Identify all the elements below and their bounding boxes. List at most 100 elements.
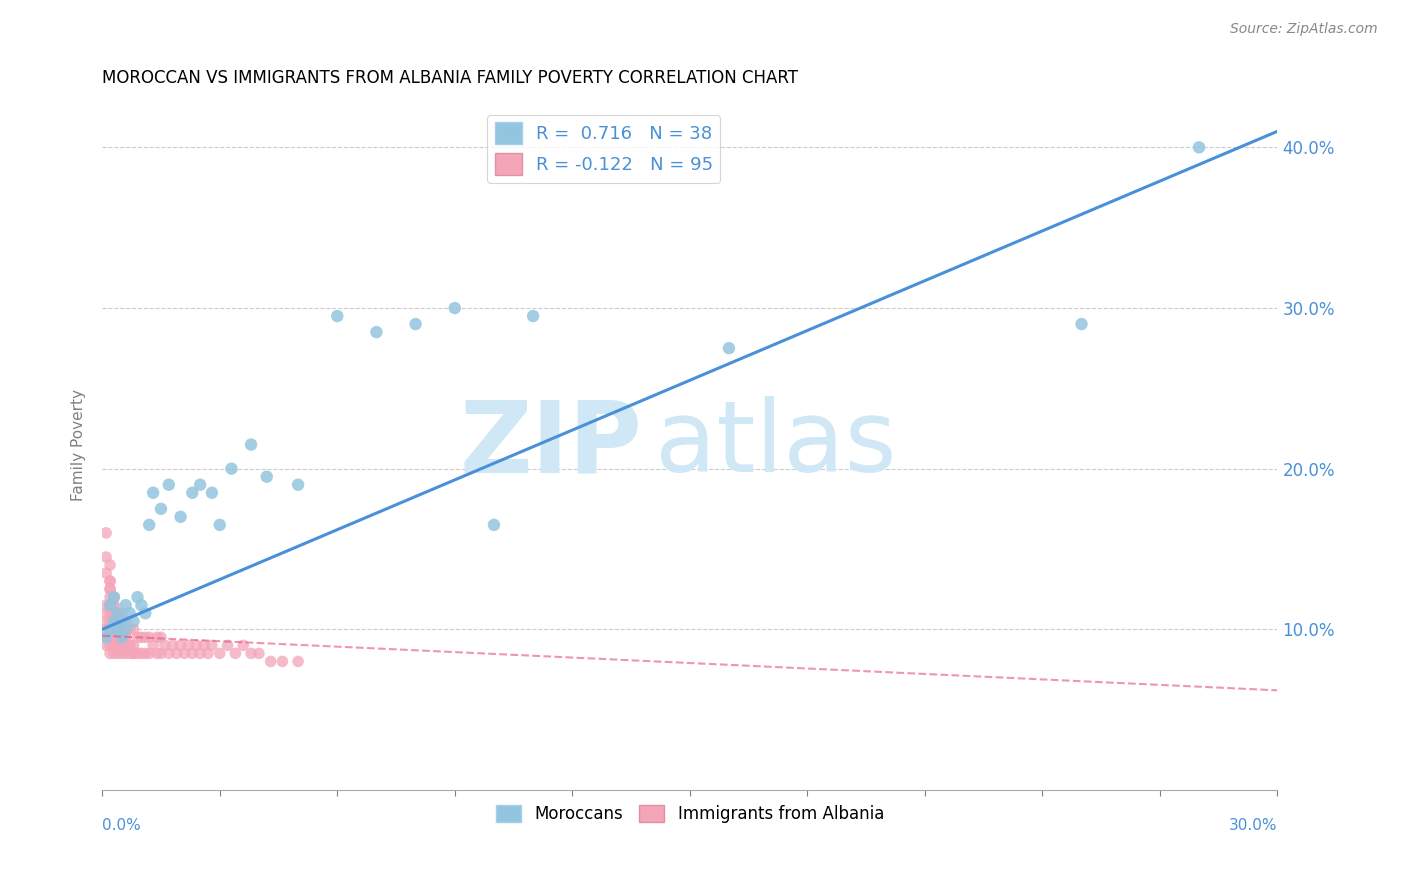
Point [134, 646, 156, 660]
Point [240, 646, 263, 660]
Point [224, 646, 246, 660]
Point [107, 606, 129, 620]
Point [146, 646, 169, 660]
Point [118, 638, 141, 652]
Point [118, 646, 141, 660]
Point [181, 646, 204, 660]
Point [118, 638, 141, 652]
Point [193, 638, 215, 652]
Point [103, 638, 125, 652]
Point [1070, 317, 1092, 331]
Point [138, 517, 160, 532]
Point [201, 485, 224, 500]
Point [153, 638, 176, 652]
Point [114, 630, 136, 644]
Point [149, 646, 172, 660]
Point [94, 622, 117, 636]
Point [118, 606, 141, 620]
Text: ZIP: ZIP [460, 396, 643, 493]
Point [111, 630, 134, 644]
Point [162, 638, 184, 652]
Point [111, 630, 134, 644]
Point [111, 622, 134, 636]
Point [98, 598, 121, 612]
Point [103, 598, 125, 612]
Point [366, 325, 388, 339]
Point [94, 549, 117, 564]
Point [173, 646, 195, 660]
Point [217, 638, 239, 652]
Point [221, 461, 243, 475]
Point [98, 622, 121, 636]
Point [107, 622, 129, 636]
Point [149, 501, 172, 516]
Point [94, 638, 117, 652]
Point [103, 606, 125, 620]
Point [107, 622, 129, 636]
Point [122, 614, 145, 628]
Point [127, 590, 149, 604]
Point [326, 309, 349, 323]
Point [1188, 140, 1211, 154]
Point [208, 646, 231, 660]
Point [122, 646, 145, 660]
Text: Source: ZipAtlas.com: Source: ZipAtlas.com [1230, 22, 1378, 37]
Point [98, 614, 121, 628]
Point [98, 574, 121, 588]
Point [256, 469, 278, 483]
Point [522, 309, 544, 323]
Point [98, 598, 121, 612]
Point [260, 654, 283, 668]
Point [107, 606, 129, 620]
Point [131, 646, 153, 660]
Text: 0.0%: 0.0% [103, 818, 141, 832]
Point [114, 646, 136, 660]
Point [131, 630, 153, 644]
Point [114, 622, 136, 636]
Point [94, 630, 117, 644]
Point [98, 630, 121, 644]
Point [247, 646, 270, 660]
Point [94, 525, 117, 540]
Point [103, 630, 125, 644]
Point [169, 638, 191, 652]
Point [111, 638, 134, 652]
Point [98, 606, 121, 620]
Point [134, 606, 156, 620]
Point [186, 638, 208, 652]
Point [169, 509, 191, 524]
Point [107, 614, 129, 628]
Point [240, 437, 263, 451]
Point [118, 622, 141, 636]
Point [103, 590, 125, 604]
Point [122, 646, 145, 660]
Point [98, 638, 121, 652]
Point [177, 638, 200, 652]
Point [197, 646, 219, 660]
Point [94, 630, 117, 644]
Point [107, 638, 129, 652]
Point [111, 630, 134, 644]
Point [103, 598, 125, 612]
Point [103, 590, 125, 604]
Text: MOROCCAN VS IMMIGRANTS FROM ALBANIA FAMILY POVERTY CORRELATION CHART: MOROCCAN VS IMMIGRANTS FROM ALBANIA FAMI… [103, 69, 799, 87]
Point [138, 646, 160, 660]
Point [98, 582, 121, 596]
Point [287, 477, 309, 491]
Point [201, 638, 224, 652]
Point [142, 638, 165, 652]
Point [149, 630, 172, 644]
Point [157, 646, 180, 660]
Point [107, 630, 129, 644]
Point [98, 558, 121, 572]
Point [94, 598, 117, 612]
Point [98, 590, 121, 604]
Point [287, 654, 309, 668]
Point [717, 341, 740, 355]
Point [114, 598, 136, 612]
Point [111, 606, 134, 620]
Point [94, 566, 117, 580]
Point [122, 638, 145, 652]
Point [111, 614, 134, 628]
Point [114, 638, 136, 652]
